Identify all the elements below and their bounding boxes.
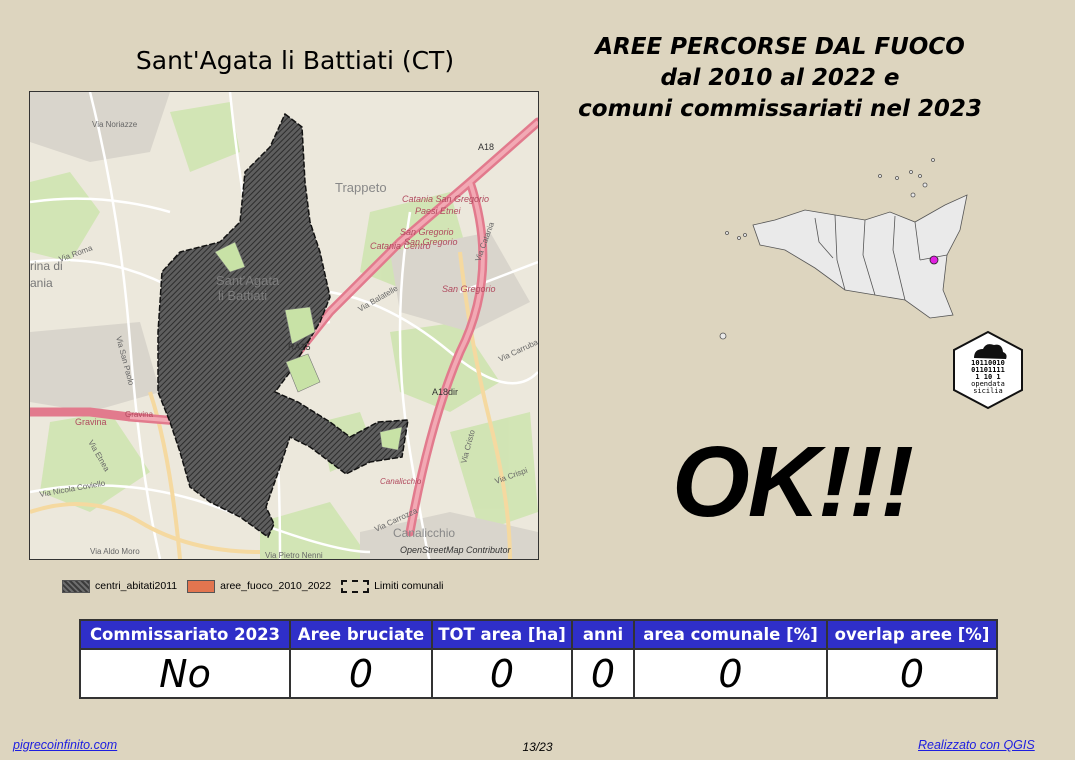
legend-label: Limiti comunali <box>374 580 444 592</box>
col-area-comunale: area comunale [%] <box>633 619 828 650</box>
page-number: 13/23 <box>522 740 553 754</box>
header-line-1: AREE PERCORSE DAL FUOCO <box>595 34 965 60</box>
municipality-area[interactable] <box>157 112 409 539</box>
table-header-row: Commissariato 2023 Aree bruciate TOT are… <box>79 619 998 650</box>
badge-label-2: sicilia <box>973 387 1003 395</box>
label-san-gregorio: San Gregorio <box>400 227 454 237</box>
label-a18dir: A18dir <box>432 387 458 397</box>
col-anni: anni <box>571 619 635 650</box>
status-ok: OK!!! <box>672 426 914 538</box>
table-row: No 0 0 0 0 0 <box>79 648 998 699</box>
label-san-gregorio2: San Gregorio <box>404 237 458 247</box>
header-title: AREE PERCORSE DAL FUOCO dal 2010 al 2022… <box>570 32 990 125</box>
inner-parks <box>214 241 403 451</box>
label-san-gregorio3: San Gregorio <box>442 284 496 294</box>
badge-bits-3: 1 10 1 <box>975 373 1000 381</box>
opendata-sicilia-logo: 10110010 01101111 1 10 1 opendata sicili… <box>953 330 1023 410</box>
header-line-2: dal 2010 al 2022 e <box>660 65 900 91</box>
label-via-noriazze: Via Noriazze <box>92 120 138 129</box>
col-aree-bruciate: Aree bruciate <box>289 619 433 650</box>
footer-qgis-link[interactable]: Realizzato con QGIS <box>918 738 1035 752</box>
location-marker <box>929 255 939 265</box>
label-town: Sant'Agata <box>216 273 280 288</box>
label-canalicchio-road: Canalicchio <box>380 477 422 486</box>
label-gravina: Gravina <box>75 417 107 427</box>
label-ra15: RA15 <box>288 342 311 352</box>
secondary-roads <box>30 251 512 559</box>
cell-commissariato: No <box>79 648 291 699</box>
legend-item-centri: centri_abitati2011 <box>62 579 178 593</box>
badge-bits-2: 01101111 <box>971 366 1005 374</box>
col-overlap: overlap aree [%] <box>826 619 998 650</box>
parks <box>30 102 538 559</box>
legend-item-limiti: Limiti comunali <box>341 579 444 593</box>
cell-aree-bruciate: 0 <box>289 648 433 699</box>
footer-site-link[interactable]: pigrecoinfinito.com <box>13 738 118 752</box>
basemap: Sant'Agata li Battiati Trappeto Canalicc… <box>30 92 538 559</box>
label-catania-edge2: ania <box>30 276 53 290</box>
label-via-aldo-moro: Via Aldo Moro <box>90 547 140 556</box>
map-frame[interactable]: Sant'Agata li Battiati Trappeto Canalicc… <box>29 91 539 560</box>
label-gravina-road: Gravina <box>125 410 154 419</box>
label-canalicchio: Canalicchio <box>393 526 455 540</box>
legend-swatch-fire <box>187 579 216 593</box>
map-legend: centri_abitati2011 aree_fuoco_2010_2022 … <box>62 577 454 595</box>
legend-label: centri_abitati2011 <box>95 580 178 592</box>
sicily-locator-map <box>719 158 968 340</box>
cell-anni: 0 <box>571 648 635 699</box>
label-trappeto: Trappeto <box>335 180 387 195</box>
col-tot-area: TOT area [ha] <box>431 619 573 650</box>
legend-label: aree_fuoco_2010_2022 <box>220 580 332 592</box>
label-catania-sgr: Catania San Gregorio <box>402 194 489 204</box>
label-paesi-etnei: Paesi Etnei <box>415 206 462 216</box>
legend-swatch-dashed <box>341 579 370 593</box>
label-catania-edge: rina di <box>30 259 63 273</box>
map-title: Sant'Agata li Battiati (CT) <box>135 46 455 75</box>
urban-areas <box>30 92 538 559</box>
map-attribution: OpenStreetMap Contributor <box>400 545 512 555</box>
label-via-pietro: Via Pietro Nenni <box>265 551 323 559</box>
label-catania-centro: Catania Centro <box>370 241 431 251</box>
label-a18: A18 <box>478 142 494 152</box>
legend-swatch-hatch <box>62 579 90 593</box>
col-commissariato: Commissariato 2023 <box>79 619 291 650</box>
legend-item-fuoco: aree_fuoco_2010_2022 <box>187 579 332 593</box>
header-line-3: comuni commissariati nel 2023 <box>578 96 982 122</box>
cell-area-comunale: 0 <box>633 648 828 699</box>
label-town2: li Battiati <box>218 288 267 303</box>
badge-bits-1: 10110010 <box>971 359 1005 367</box>
cell-overlap: 0 <box>826 648 998 699</box>
cell-tot-area: 0 <box>431 648 573 699</box>
stats-table: Commissariato 2023 Aree bruciate TOT are… <box>79 619 998 699</box>
badge-label-1: opendata <box>971 380 1005 388</box>
